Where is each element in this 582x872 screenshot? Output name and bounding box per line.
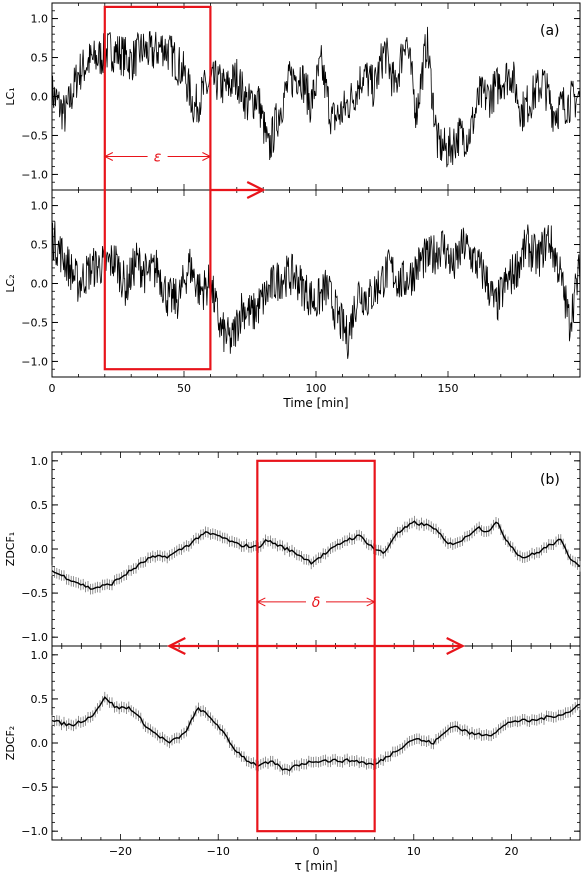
y-axis-label: LC₁	[4, 87, 17, 105]
plot-frame	[51, 2, 581, 191]
x-tick-label: −20	[109, 845, 132, 858]
y-tick-label: 0.0	[31, 737, 49, 750]
panel-a-bottom: −1.0 −0.5 0.0 0.5 1.0 0 50 100 150 Time [min] LC₂	[4, 189, 581, 410]
y-tick-label: 0.0	[31, 543, 49, 556]
series-line	[51, 696, 581, 772]
panel-b-bottom: −1.0 −0.5 0.0 0.5 1.0 −20 −10 0 10 20 τ [min] ZDCF₂	[4, 645, 581, 872]
y-tick-label: −0.5	[21, 316, 48, 329]
shift-arrow-head	[446, 637, 466, 655]
y-axis-label: ZDCF₁	[4, 532, 17, 566]
y-tick-label: −1.0	[21, 168, 48, 181]
y-tick-label: −1.0	[21, 355, 48, 368]
y-tick-label: −0.5	[21, 781, 48, 794]
error-bars	[51, 691, 581, 776]
x-tick-label: 50	[177, 382, 191, 395]
y-tick-label: 1.0	[31, 13, 49, 26]
y-tick-label: 0.5	[31, 52, 49, 65]
plot-frame	[51, 645, 581, 841]
panel-label: (a)	[540, 23, 560, 39]
panel-label: (b)	[540, 472, 560, 488]
y-tick-label: 1.0	[31, 200, 49, 213]
x-tick-label: 100	[306, 382, 327, 395]
y-axis-label: LC₂	[4, 274, 17, 292]
shift-arrow-head	[246, 181, 266, 199]
y-tick-label: −1.0	[21, 631, 48, 644]
y-axis-label: ZDCF₂	[4, 726, 17, 760]
shift-arrow-head	[166, 637, 186, 655]
annotation-symbol: δ	[312, 595, 321, 611]
y-tick-label: 0.5	[31, 239, 49, 252]
y-tick-label: −0.5	[21, 587, 48, 600]
y-tick-label: 1.0	[31, 455, 49, 468]
width-annotation: ε	[103, 149, 212, 165]
x-tick-label: −10	[207, 845, 230, 858]
plot-frame	[51, 451, 581, 647]
panel-a-top: −1.0 −0.5 0.0 0.5 1.0 LC₁ (a) ε	[4, 2, 581, 191]
y-tick-label: 0.0	[31, 91, 49, 104]
width-annotation: δ	[256, 595, 376, 611]
series-line	[51, 221, 581, 359]
panel-b-top: −1.0 −0.5 0.0 0.5 1.0 ZDCF₁ (b) δ	[4, 451, 581, 647]
highlight-box	[103, 5, 212, 371]
x-tick-label: 20	[505, 845, 519, 858]
series-line	[51, 520, 581, 590]
y-tick-label: 0.0	[31, 278, 49, 291]
x-tick-label: 0	[49, 382, 56, 395]
x-axis-label: Time [min]	[282, 396, 348, 410]
y-tick-label: −1.0	[21, 825, 48, 838]
y-tick-label: 0.5	[31, 693, 49, 706]
y-tick-label: −0.5	[21, 129, 48, 142]
annotation-symbol: ε	[154, 149, 162, 165]
y-tick-label: 1.0	[31, 649, 49, 662]
x-tick-label: 10	[407, 845, 421, 858]
error-bars	[51, 515, 581, 595]
x-tick-label: 150	[438, 382, 459, 395]
x-axis-label: τ [min]	[294, 859, 337, 872]
y-tick-label: 0.5	[31, 499, 49, 512]
x-tick-label: 0	[313, 845, 320, 858]
series-line	[51, 26, 581, 168]
